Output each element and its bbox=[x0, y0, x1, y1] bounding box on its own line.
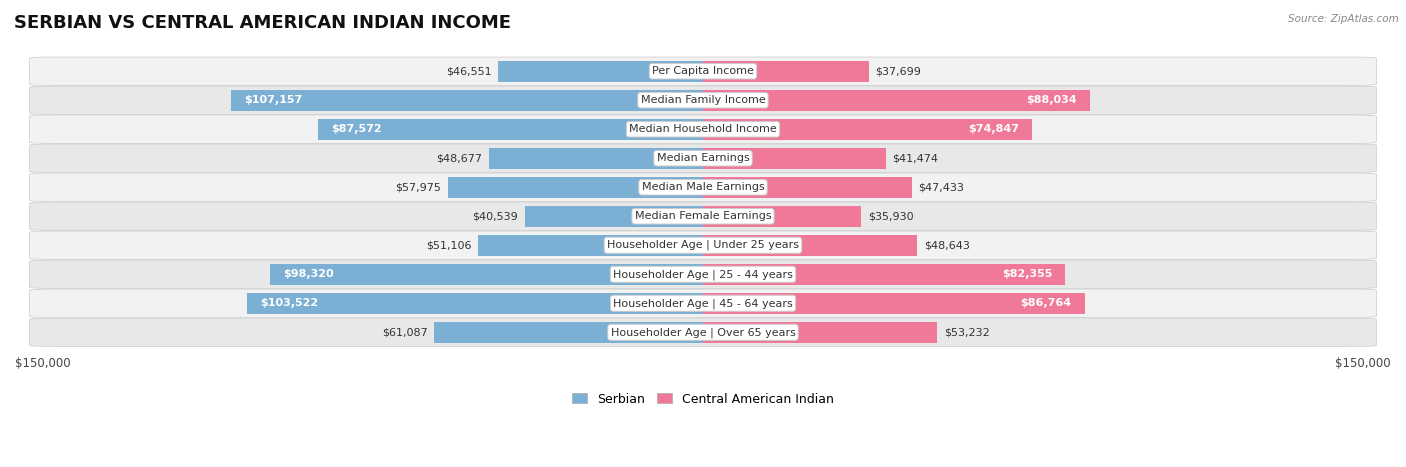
Bar bbox=[703, 148, 886, 169]
Bar bbox=[434, 322, 703, 343]
Bar bbox=[703, 293, 1085, 314]
Bar bbox=[270, 264, 703, 285]
Text: Median Earnings: Median Earnings bbox=[657, 153, 749, 163]
Text: Householder Age | Over 65 years: Householder Age | Over 65 years bbox=[610, 327, 796, 338]
Text: $48,643: $48,643 bbox=[924, 240, 970, 250]
Text: $88,034: $88,034 bbox=[1026, 95, 1077, 105]
Text: Per Capita Income: Per Capita Income bbox=[652, 66, 754, 76]
Text: $53,232: $53,232 bbox=[943, 327, 990, 337]
Text: SERBIAN VS CENTRAL AMERICAN INDIAN INCOME: SERBIAN VS CENTRAL AMERICAN INDIAN INCOM… bbox=[14, 14, 510, 32]
Text: Median Male Earnings: Median Male Earnings bbox=[641, 182, 765, 192]
Bar bbox=[703, 90, 1091, 111]
Bar bbox=[703, 61, 869, 82]
FancyBboxPatch shape bbox=[30, 231, 1376, 260]
Bar bbox=[232, 90, 703, 111]
FancyBboxPatch shape bbox=[30, 57, 1376, 85]
FancyBboxPatch shape bbox=[30, 289, 1376, 318]
Bar bbox=[318, 119, 703, 140]
Text: $40,539: $40,539 bbox=[472, 211, 517, 221]
Text: Householder Age | 45 - 64 years: Householder Age | 45 - 64 years bbox=[613, 298, 793, 309]
Bar bbox=[524, 206, 703, 226]
Text: $51,106: $51,106 bbox=[426, 240, 471, 250]
Bar bbox=[449, 177, 703, 198]
FancyBboxPatch shape bbox=[30, 144, 1376, 172]
Bar bbox=[703, 322, 938, 343]
FancyBboxPatch shape bbox=[30, 86, 1376, 114]
Legend: Serbian, Central American Indian: Serbian, Central American Indian bbox=[567, 388, 839, 410]
Text: Householder Age | Under 25 years: Householder Age | Under 25 years bbox=[607, 240, 799, 250]
FancyBboxPatch shape bbox=[30, 260, 1376, 289]
FancyBboxPatch shape bbox=[30, 202, 1376, 230]
Text: $82,355: $82,355 bbox=[1002, 269, 1052, 279]
FancyBboxPatch shape bbox=[30, 173, 1376, 201]
Text: $46,551: $46,551 bbox=[446, 66, 492, 76]
Bar bbox=[703, 206, 860, 226]
Text: $87,572: $87,572 bbox=[330, 124, 381, 134]
Bar bbox=[247, 293, 703, 314]
Text: Median Female Earnings: Median Female Earnings bbox=[634, 211, 772, 221]
Text: $98,320: $98,320 bbox=[284, 269, 335, 279]
Text: Median Household Income: Median Household Income bbox=[628, 124, 778, 134]
Bar bbox=[703, 119, 1032, 140]
Text: $37,699: $37,699 bbox=[876, 66, 921, 76]
Bar bbox=[489, 148, 703, 169]
Text: Median Family Income: Median Family Income bbox=[641, 95, 765, 105]
Text: $41,474: $41,474 bbox=[893, 153, 938, 163]
Text: $57,975: $57,975 bbox=[395, 182, 441, 192]
Bar bbox=[703, 177, 911, 198]
FancyBboxPatch shape bbox=[30, 115, 1376, 143]
Text: $48,677: $48,677 bbox=[436, 153, 482, 163]
Text: $47,433: $47,433 bbox=[918, 182, 965, 192]
Bar bbox=[478, 235, 703, 256]
Text: $86,764: $86,764 bbox=[1021, 298, 1071, 308]
Text: $74,847: $74,847 bbox=[969, 124, 1019, 134]
FancyBboxPatch shape bbox=[30, 318, 1376, 347]
Bar bbox=[703, 264, 1066, 285]
Text: Householder Age | 25 - 44 years: Householder Age | 25 - 44 years bbox=[613, 269, 793, 280]
Bar bbox=[498, 61, 703, 82]
Text: $61,087: $61,087 bbox=[382, 327, 427, 337]
Text: Source: ZipAtlas.com: Source: ZipAtlas.com bbox=[1288, 14, 1399, 24]
Bar bbox=[703, 235, 917, 256]
Text: $107,157: $107,157 bbox=[245, 95, 302, 105]
Text: $103,522: $103,522 bbox=[260, 298, 319, 308]
Text: $35,930: $35,930 bbox=[868, 211, 914, 221]
